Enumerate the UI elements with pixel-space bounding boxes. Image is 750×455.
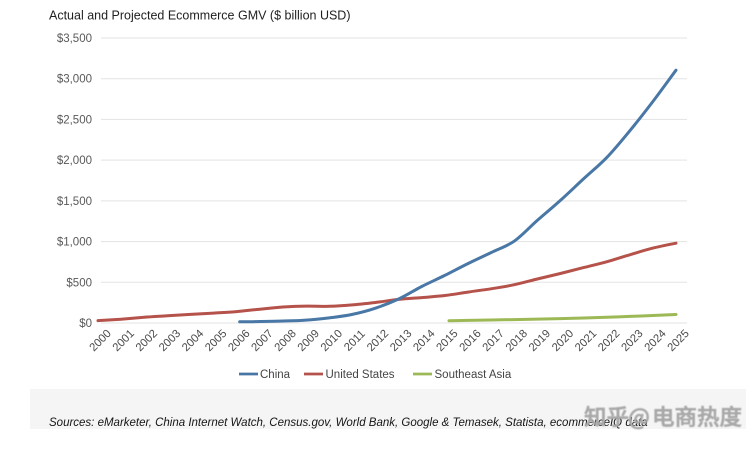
svg-text:Sources: eMarketer, China Inte: Sources: eMarketer, China Internet Watch… bbox=[49, 417, 648, 429]
svg-text:China: China bbox=[260, 369, 291, 381]
svg-text:$1,500: $1,500 bbox=[57, 196, 92, 208]
svg-text:Southeast Asia: Southeast Asia bbox=[435, 369, 512, 381]
svg-text:$0: $0 bbox=[79, 318, 92, 330]
svg-text:$3,500: $3,500 bbox=[57, 33, 92, 45]
svg-text:Actual and Projected Ecommerce: Actual and Projected Ecommerce GMV ($ bi… bbox=[49, 9, 351, 23]
svg-text:$500: $500 bbox=[66, 277, 92, 289]
svg-text:$2,000: $2,000 bbox=[57, 155, 92, 167]
svg-text:$3,000: $3,000 bbox=[57, 74, 92, 86]
svg-text:$2,500: $2,500 bbox=[57, 114, 92, 126]
svg-text:$1,000: $1,000 bbox=[57, 237, 92, 249]
svg-text:United States: United States bbox=[326, 369, 395, 381]
